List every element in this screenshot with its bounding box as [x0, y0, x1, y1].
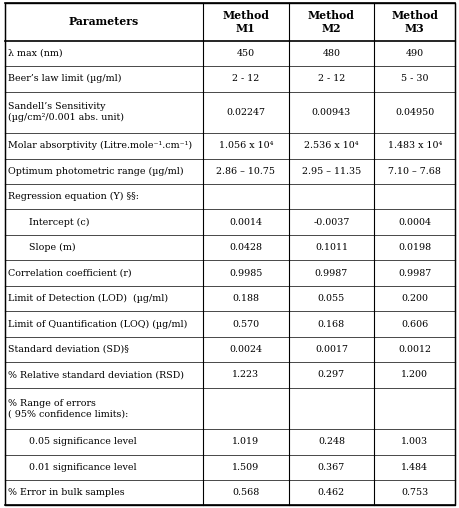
Text: 0.753: 0.753 [400, 488, 427, 497]
Text: Method
M2: Method M2 [308, 10, 354, 34]
Text: Intercept (c): Intercept (c) [29, 217, 90, 227]
Text: 0.01 significance level: 0.01 significance level [29, 463, 136, 472]
Text: 1.483 x 10⁴: 1.483 x 10⁴ [387, 141, 441, 150]
Text: 1.223: 1.223 [232, 370, 259, 379]
Text: Regression equation (Y) §§:: Regression equation (Y) §§: [8, 192, 139, 201]
Text: 0.1011: 0.1011 [314, 243, 347, 252]
Text: 5 - 30: 5 - 30 [400, 75, 428, 83]
Text: 7.10 – 7.68: 7.10 – 7.68 [387, 167, 440, 176]
Text: 0.0017: 0.0017 [314, 345, 347, 354]
Text: 0.02247: 0.02247 [226, 108, 265, 117]
Text: 480: 480 [322, 49, 340, 58]
Text: 1.056 x 10⁴: 1.056 x 10⁴ [218, 141, 272, 150]
Text: 1.509: 1.509 [232, 463, 259, 472]
Text: λ max (nm): λ max (nm) [8, 49, 63, 58]
Text: 1.484: 1.484 [400, 463, 427, 472]
Text: Parameters: Parameters [68, 16, 139, 27]
Text: Optimum photometric range (µg/ml): Optimum photometric range (µg/ml) [8, 167, 184, 176]
Text: 1.019: 1.019 [232, 437, 259, 447]
Text: 1.200: 1.200 [400, 370, 427, 379]
Text: 2.86 – 10.75: 2.86 – 10.75 [216, 167, 274, 176]
Text: 0.570: 0.570 [232, 320, 259, 329]
Text: Limit of Detection (LOD)  (µg/ml): Limit of Detection (LOD) (µg/ml) [8, 294, 168, 303]
Text: 0.200: 0.200 [400, 294, 427, 303]
Text: 0.297: 0.297 [317, 370, 344, 379]
Text: % Range of errors
( 95% confidence limits):: % Range of errors ( 95% confidence limit… [8, 398, 129, 418]
Text: 2.95 – 11.35: 2.95 – 11.35 [301, 167, 360, 176]
Text: 0.568: 0.568 [232, 488, 259, 497]
Text: 0.0024: 0.0024 [229, 345, 262, 354]
Text: 0.9987: 0.9987 [397, 269, 431, 277]
Text: 0.0004: 0.0004 [397, 217, 431, 227]
Text: 0.9987: 0.9987 [314, 269, 347, 277]
Text: 0.462: 0.462 [317, 488, 344, 497]
Text: 2 - 12: 2 - 12 [317, 75, 344, 83]
Text: 0.04950: 0.04950 [394, 108, 433, 117]
Text: 0.606: 0.606 [400, 320, 427, 329]
Text: 450: 450 [236, 49, 254, 58]
Text: 2.536 x 10⁴: 2.536 x 10⁴ [303, 141, 358, 150]
Text: Method
M1: Method M1 [222, 10, 269, 34]
Text: 0.248: 0.248 [317, 437, 344, 447]
Text: Molar absorptivity (Litre.mole⁻¹.cm⁻¹): Molar absorptivity (Litre.mole⁻¹.cm⁻¹) [8, 141, 192, 150]
Text: 0.188: 0.188 [232, 294, 259, 303]
Text: Limit of Quantification (LOQ) (µg/ml): Limit of Quantification (LOQ) (µg/ml) [8, 320, 187, 329]
Text: 0.0428: 0.0428 [229, 243, 262, 252]
Text: Correlation coefficient (r): Correlation coefficient (r) [8, 269, 132, 277]
Text: Beer’s law limit (µg/ml): Beer’s law limit (µg/ml) [8, 74, 122, 83]
Text: 490: 490 [405, 49, 423, 58]
Text: 0.0014: 0.0014 [229, 217, 262, 227]
Text: 2 - 12: 2 - 12 [232, 75, 259, 83]
Text: 0.0198: 0.0198 [397, 243, 431, 252]
Text: Method
M3: Method M3 [391, 10, 437, 34]
Text: 1.003: 1.003 [400, 437, 427, 447]
Text: Slope (m): Slope (m) [29, 243, 75, 252]
Text: 0.0012: 0.0012 [397, 345, 431, 354]
Text: % Error in bulk samples: % Error in bulk samples [8, 488, 125, 497]
Text: Sandell’s Sensitivity
(µg/cm²/0.001 abs. unit): Sandell’s Sensitivity (µg/cm²/0.001 abs.… [8, 103, 124, 122]
Text: 0.9985: 0.9985 [229, 269, 262, 277]
Text: % Relative standard deviation (RSD): % Relative standard deviation (RSD) [8, 370, 184, 379]
Text: -0.0037: -0.0037 [313, 217, 349, 227]
Text: 0.055: 0.055 [317, 294, 344, 303]
Text: 0.168: 0.168 [317, 320, 344, 329]
Text: 0.00943: 0.00943 [311, 108, 350, 117]
Text: Standard deviation (SD)§: Standard deviation (SD)§ [8, 345, 129, 354]
Text: 0.05 significance level: 0.05 significance level [29, 437, 136, 447]
Text: 0.367: 0.367 [317, 463, 344, 472]
